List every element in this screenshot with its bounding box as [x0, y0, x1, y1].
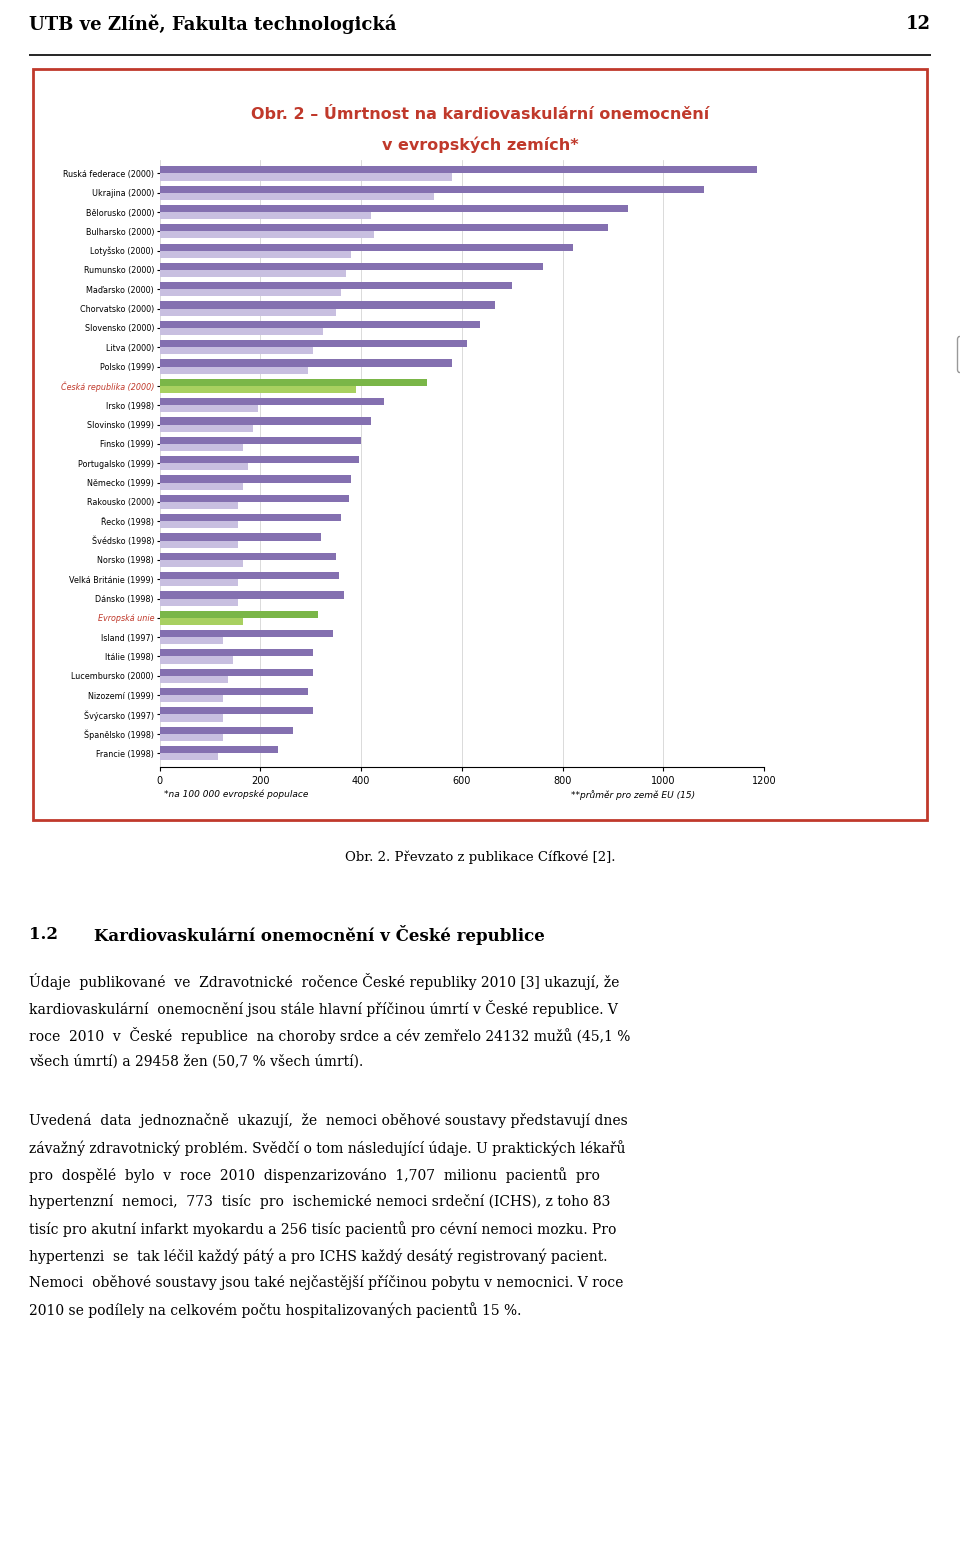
Text: hypertenzní  nemoci,  773  tisíc  pro  ischemické nemoci srdeční (ICHS), z toho : hypertenzní nemoci, 773 tisíc pro ischem… — [29, 1194, 611, 1209]
Text: **průměr pro země EU (15): **průměr pro země EU (15) — [571, 789, 695, 800]
Bar — [159, 186, 704, 192]
Bar — [159, 406, 258, 412]
Bar — [159, 341, 467, 347]
Text: všech úmrtí) a 29458 žen (50,7 % všech úmrtí).: všech úmrtí) a 29458 žen (50,7 % všech ú… — [29, 1054, 363, 1068]
Bar — [159, 418, 372, 424]
Bar — [159, 302, 494, 308]
Bar — [159, 367, 308, 373]
Bar — [159, 656, 232, 664]
Bar — [159, 398, 384, 406]
Bar — [159, 475, 351, 483]
Bar — [159, 726, 293, 734]
Bar — [159, 251, 351, 259]
Bar — [159, 173, 452, 181]
Text: 2010 se podílely na celkovém počtu hospitalizovaných pacientů 15 %.: 2010 se podílely na celkovém počtu hospi… — [29, 1302, 521, 1319]
Bar — [159, 534, 321, 540]
Bar — [159, 669, 313, 676]
Bar — [159, 734, 223, 741]
Bar — [159, 359, 452, 367]
Bar — [159, 463, 248, 471]
Bar — [159, 166, 756, 173]
Bar — [159, 243, 573, 251]
Text: závažný zdravotnický problém. Svědčí o tom následující údaje. U praktických léka: závažný zdravotnický problém. Svědčí o t… — [29, 1139, 625, 1156]
Bar — [159, 676, 228, 683]
Bar — [159, 553, 336, 560]
Text: v evropských zemích*: v evropských zemích* — [382, 136, 578, 153]
Bar — [159, 385, 356, 393]
Bar — [159, 379, 426, 385]
Text: tisíc pro akutní infarkt myokardu a 256 tisíc pacientů pro cévní nemoci mozku. P: tisíc pro akutní infarkt myokardu a 256 … — [29, 1221, 616, 1237]
Bar — [159, 269, 346, 277]
Bar — [159, 540, 238, 548]
Bar — [159, 457, 359, 463]
Text: UTB ve Zlíně, Fakulta technologická: UTB ve Zlíně, Fakulta technologická — [29, 14, 396, 34]
Bar — [159, 573, 339, 579]
Bar — [159, 754, 218, 760]
Bar — [159, 204, 628, 212]
Bar — [159, 212, 372, 220]
Text: kardiovaskulární  onemocnění jsou stále hlavní příčinou úmrtí v České republice.: kardiovaskulární onemocnění jsou stále h… — [29, 1000, 617, 1017]
Text: 12: 12 — [906, 15, 931, 33]
Bar — [159, 328, 324, 334]
Bar — [159, 437, 361, 444]
Text: Kardiovaskulární onemocnění v České republice: Kardiovaskulární onemocnění v České repu… — [94, 926, 544, 944]
Bar — [159, 649, 313, 656]
Bar — [159, 599, 238, 605]
Bar — [159, 495, 348, 502]
Text: Nemoci  oběhové soustavy jsou také nejčastější příčinou pobytu v nemocnici. V ro: Nemoci oběhové soustavy jsou také nejčas… — [29, 1276, 623, 1291]
Bar — [159, 687, 308, 695]
Bar — [159, 715, 223, 721]
Bar — [159, 522, 238, 528]
Bar — [159, 514, 341, 522]
Text: roce  2010  v  České  republice  na choroby srdce a cév zemřelo 24132 mužů (45,1: roce 2010 v České republice na choroby s… — [29, 1028, 630, 1045]
Bar — [159, 591, 344, 599]
Bar — [159, 746, 278, 754]
FancyBboxPatch shape — [34, 68, 926, 820]
Text: Obr. 2. Převzato z publikace Cífkové [2].: Obr. 2. Převzato z publikace Cífkové [2]… — [345, 850, 615, 864]
Bar — [159, 579, 238, 587]
Bar — [159, 263, 542, 269]
Bar — [159, 483, 243, 489]
Bar — [159, 638, 223, 644]
Bar — [159, 224, 608, 231]
Bar — [159, 502, 238, 509]
Text: Údaje  publikované  ve  Zdravotnické  ročence České republiky 2010 [3] ukazují, : Údaje publikované ve Zdravotnické ročenc… — [29, 974, 619, 991]
Bar — [159, 424, 252, 432]
Text: Uvedená  data  jednoznačně  ukazují,  že  nemoci oběhové soustavy představují dn: Uvedená data jednoznačně ukazují, že nem… — [29, 1113, 628, 1127]
Text: 1.2: 1.2 — [29, 927, 58, 943]
Bar — [159, 308, 336, 316]
Bar — [159, 560, 243, 567]
Bar — [159, 289, 341, 297]
Bar — [159, 611, 319, 618]
Bar — [159, 630, 333, 638]
Bar — [159, 320, 480, 328]
Legend: muži, ženy: muži, ženy — [957, 336, 960, 372]
Bar — [159, 695, 223, 703]
Bar — [159, 444, 243, 450]
Text: pro  dospělé  bylo  v  roce  2010  dispenzarizováno  1,707  milionu  pacientů  p: pro dospělé bylo v roce 2010 dispenzariz… — [29, 1167, 600, 1183]
Bar — [159, 618, 243, 625]
Bar — [159, 347, 313, 354]
Text: hypertenzi  se  tak léčil každý pátý a pro ICHS každý desátý registrovaný pacien: hypertenzi se tak léčil každý pátý a pro… — [29, 1248, 608, 1263]
Bar — [159, 231, 373, 238]
Text: *na 100 000 evropské populace: *na 100 000 evropské populace — [164, 789, 308, 799]
Bar — [159, 282, 513, 289]
Text: Obr. 2 – Úmrtnost na kardiovaskulární onemocnění: Obr. 2 – Úmrtnost na kardiovaskulární on… — [251, 107, 709, 122]
Bar — [159, 192, 434, 200]
Bar — [159, 707, 313, 715]
